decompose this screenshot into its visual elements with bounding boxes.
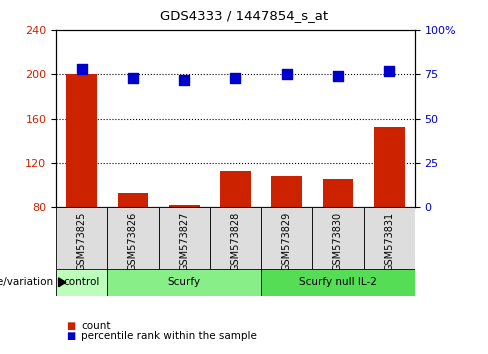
Point xyxy=(78,66,86,72)
Text: GSM573829: GSM573829 xyxy=(282,212,292,271)
Text: GSM573826: GSM573826 xyxy=(128,212,138,271)
Bar xyxy=(374,127,405,207)
Bar xyxy=(159,207,210,269)
Point xyxy=(181,77,188,82)
Point xyxy=(232,75,240,81)
Point xyxy=(129,75,137,81)
Bar xyxy=(66,74,97,207)
Bar xyxy=(364,207,415,269)
Bar xyxy=(261,269,415,296)
Text: GSM573827: GSM573827 xyxy=(179,212,189,272)
Text: ■: ■ xyxy=(66,321,75,331)
Text: GSM573830: GSM573830 xyxy=(333,212,343,271)
Text: GSM573825: GSM573825 xyxy=(77,212,87,272)
Bar xyxy=(323,179,353,207)
Bar xyxy=(107,269,261,296)
Text: ■: ■ xyxy=(66,331,75,341)
Bar xyxy=(271,176,302,207)
Text: control: control xyxy=(63,277,100,287)
Text: Scurfy null IL-2: Scurfy null IL-2 xyxy=(299,277,377,287)
Point xyxy=(283,72,291,77)
Text: GDS4333 / 1447854_s_at: GDS4333 / 1447854_s_at xyxy=(160,9,328,22)
Text: GSM573828: GSM573828 xyxy=(230,212,241,271)
Text: genotype/variation: genotype/variation xyxy=(0,277,54,287)
Bar xyxy=(261,207,312,269)
Point xyxy=(386,68,393,74)
Bar xyxy=(312,207,364,269)
Bar xyxy=(210,207,261,269)
Bar xyxy=(220,171,251,207)
Bar xyxy=(56,207,107,269)
Bar xyxy=(118,193,148,207)
Text: Scurfy: Scurfy xyxy=(168,277,201,287)
Bar xyxy=(169,205,200,207)
Text: GSM573831: GSM573831 xyxy=(384,212,394,271)
Text: percentile rank within the sample: percentile rank within the sample xyxy=(81,331,257,341)
Text: count: count xyxy=(81,321,111,331)
Bar xyxy=(56,269,107,296)
Point xyxy=(334,73,342,79)
Bar xyxy=(107,207,159,269)
